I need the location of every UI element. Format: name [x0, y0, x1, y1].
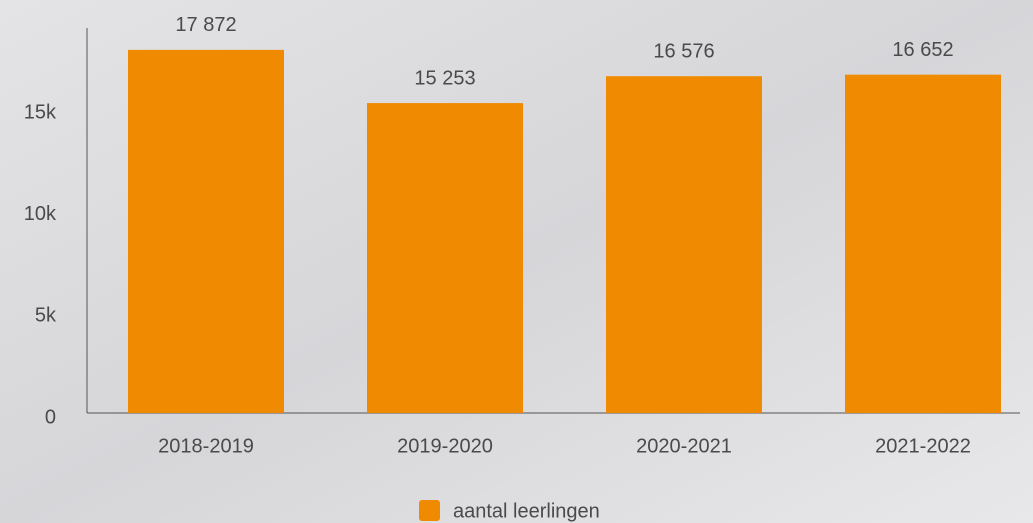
value-label: 17 872: [175, 14, 236, 36]
y-tick-label: 5k: [35, 305, 57, 327]
x-tick-label: 2021-2022: [875, 435, 971, 457]
legend-swatch: [419, 500, 440, 521]
y-tick-label: 10k: [24, 203, 57, 225]
x-tick-label: 2019-2020: [397, 435, 493, 457]
y-tick-label: 15k: [24, 102, 57, 124]
value-label: 16 576: [653, 40, 714, 62]
y-tick-label: 0: [45, 406, 56, 428]
x-tick-label: 2020-2021: [636, 435, 732, 457]
legend-label: aantal leerlingen: [453, 500, 600, 522]
bar: [845, 75, 1001, 413]
value-label: 15 253: [414, 67, 475, 89]
chart: 0 5k 10k 15k 2018-2019 2019-2020 2020-2021 2021…: [0, 0, 1033, 523]
bar: [128, 50, 284, 413]
bar: [367, 103, 523, 413]
bar: [606, 76, 762, 413]
value-label: 16 652: [892, 39, 953, 61]
x-tick-label: 2018-2019: [158, 435, 254, 457]
